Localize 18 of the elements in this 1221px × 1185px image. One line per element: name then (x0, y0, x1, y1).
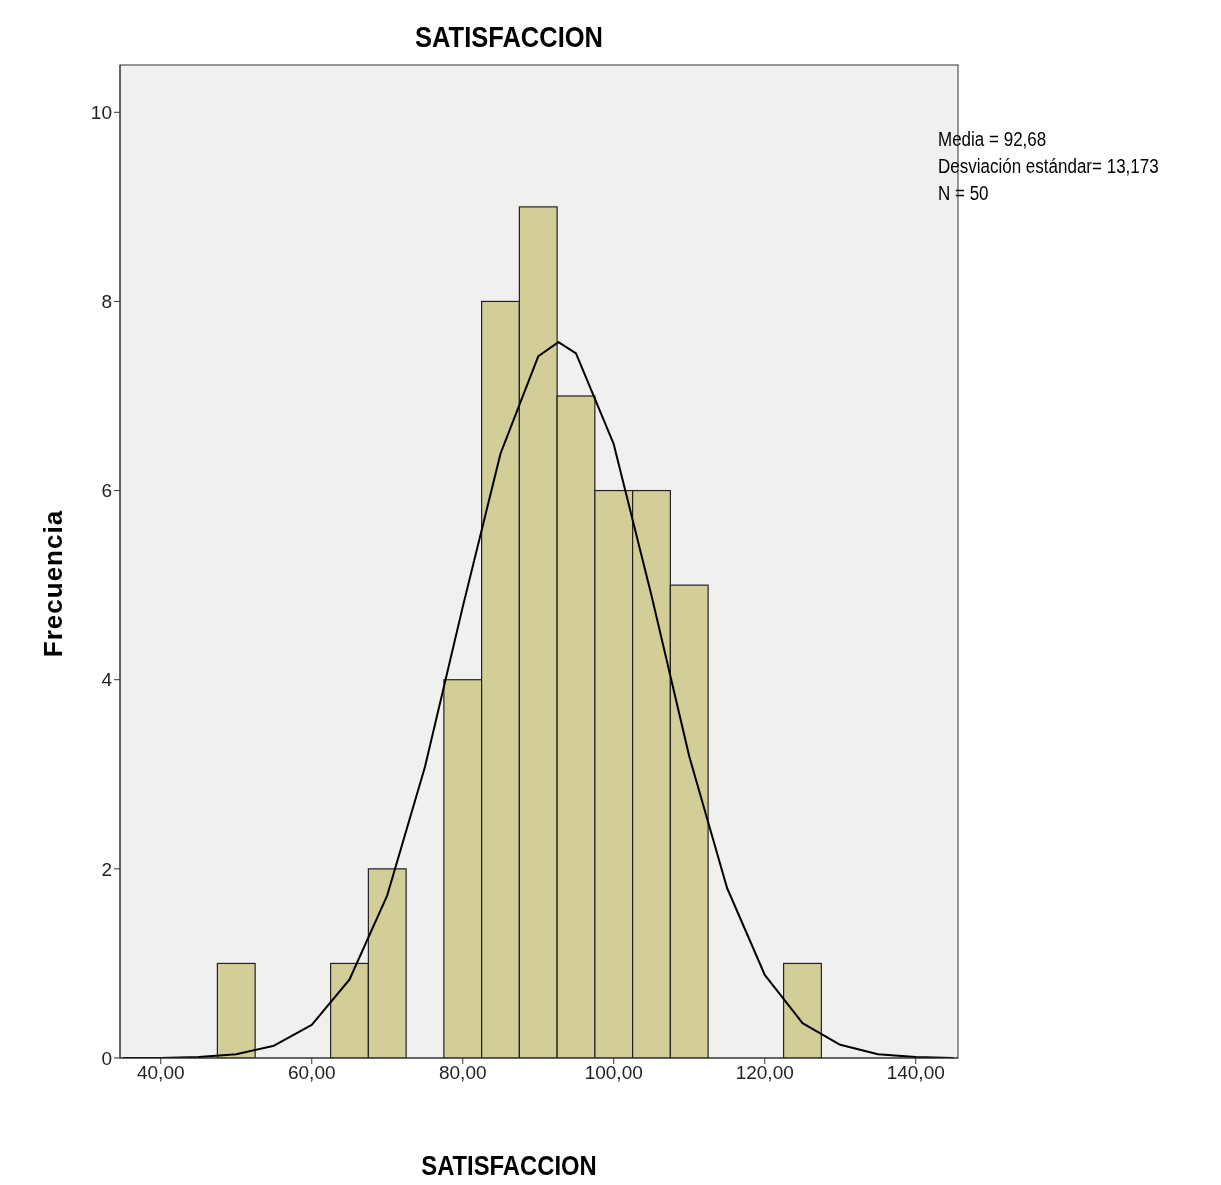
x-tick-label: 120,00 (735, 1062, 794, 1084)
y-tick-label: 2 (101, 858, 112, 880)
x-tick-label: 80,00 (438, 1062, 487, 1084)
x-tick-label: 100,00 (584, 1062, 643, 1084)
y-axis-title: Frecuencia (37, 508, 69, 660)
x-tick-label: 140,00 (886, 1062, 945, 1084)
y-tick-label: 6 (101, 480, 112, 502)
x-axis-title: SATISFACCION (420, 1150, 598, 1182)
annotation: N = 50 (938, 181, 990, 206)
x-tick-label: 40,00 (136, 1062, 185, 1084)
annotation: Desviación estándar= 13,173 (938, 154, 1159, 179)
y-tick-label: 10 (90, 102, 112, 124)
chart-title: SATISFACCION (414, 20, 604, 54)
x-tick-label: 60,00 (287, 1062, 336, 1084)
y-tick-label: 0 (101, 1047, 112, 1069)
y-tick-label: 4 (101, 669, 113, 691)
annotation: Media = 92,68 (938, 127, 1048, 152)
y-tick-label: 8 (101, 291, 112, 313)
